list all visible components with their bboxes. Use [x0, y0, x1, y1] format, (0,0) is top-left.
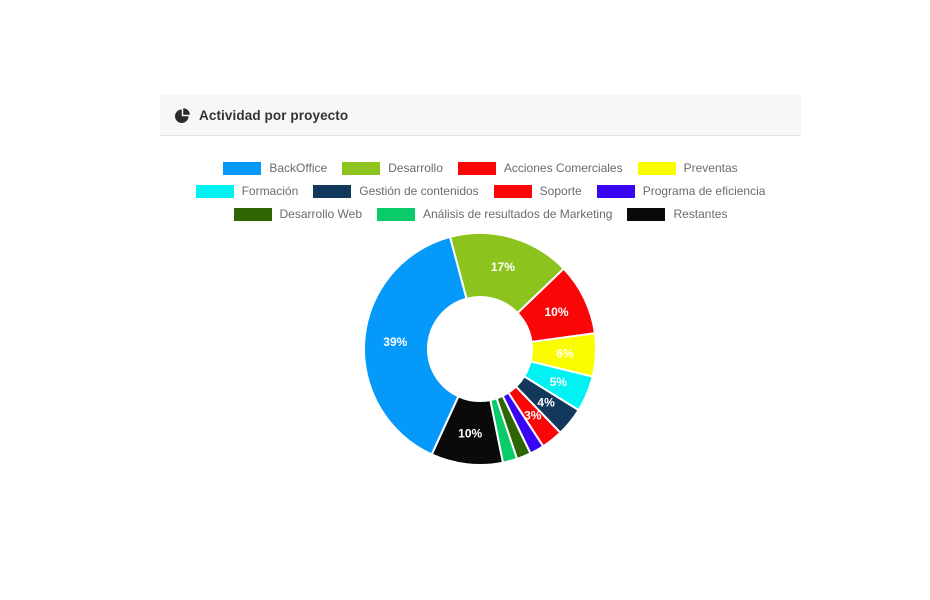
legend-swatch-gestion-de-contenidos	[313, 184, 352, 198]
legend-item-desarrollo-web[interactable]: Desarrollo Web	[233, 207, 362, 221]
slice-value-label-backoffice: 39%	[383, 335, 407, 349]
legend-item-soporte[interactable]: Soporte	[493, 184, 582, 198]
slice-value-label-acciones-comerciales: 10%	[544, 305, 568, 319]
legend-label: Desarrollo Web	[279, 207, 362, 221]
panel-title: Actividad por proyecto	[199, 107, 349, 123]
slice-value-label-gestion-de-contenidos: 4%	[537, 396, 555, 410]
slice-value-label-restantes: 10%	[458, 426, 482, 440]
legend-row: Formación Gestión de contenidos Soporte Pro…	[195, 184, 766, 198]
legend-swatch-soporte	[493, 184, 532, 198]
legend-item-acciones-comerciales[interactable]: Acciones Comerciales	[457, 161, 623, 175]
legend-label: Acciones Comerciales	[503, 161, 623, 175]
panel-header: Actividad por proyecto	[160, 95, 801, 136]
donut-chart: 17% 10% 6% 5% 4% 3% 10% 39%	[160, 232, 801, 495]
legend-item-gestion-de-contenidos[interactable]: Gestión de contenidos	[313, 184, 479, 198]
legend-item-preventas[interactable]: Preventas	[637, 161, 738, 175]
legend-swatch-acciones-comerciales	[457, 161, 496, 175]
legend-label: Soporte	[539, 184, 582, 198]
activity-by-project-panel: Actividad por proyecto BackOffice Desarro…	[160, 95, 801, 495]
legend-label: BackOffice	[269, 161, 328, 175]
legend-label: Formación	[241, 184, 299, 198]
legend-item-restantes[interactable]: Restantes	[627, 207, 727, 221]
legend-swatch-formacion	[195, 184, 234, 198]
legend-item-analisis-de-resultados-de-marketing[interactable]: Análisis de resultados de Marketing	[377, 207, 612, 221]
slice-value-label-preventas: 6%	[556, 346, 574, 360]
legend-label: Programa de eficiencia	[642, 184, 766, 198]
legend-item-programa-de-eficiencia[interactable]: Programa de eficiencia	[596, 184, 766, 198]
chart-legend: BackOffice Desarrollo Acciones Comerciales…	[160, 161, 801, 221]
legend-item-formacion[interactable]: Formación	[195, 184, 299, 198]
slice-value-label-desarrollo: 17%	[491, 260, 515, 274]
legend-label: Restantes	[673, 207, 728, 221]
legend-item-backoffice[interactable]: BackOffice	[223, 161, 327, 175]
legend-swatch-programa-de-eficiencia	[596, 184, 635, 198]
legend-label: Análisis de resultados de Marketing	[423, 207, 613, 221]
legend-row: Desarrollo Web Análisis de resultados de …	[233, 207, 727, 221]
legend-swatch-desarrollo	[342, 161, 381, 175]
slice-value-label-formacion: 5%	[550, 375, 568, 389]
legend-swatch-preventas	[637, 161, 676, 175]
legend-swatch-backoffice	[223, 161, 262, 175]
legend-label: Desarrollo	[388, 161, 443, 175]
legend-label: Gestión de contenidos	[359, 184, 479, 198]
legend-swatch-restantes	[627, 207, 666, 221]
legend-swatch-analisis-de-resultados-de-marketing	[377, 207, 415, 221]
pie-chart-icon	[175, 107, 190, 123]
donut-slice-backoffice[interactable]	[363, 235, 468, 456]
slice-value-label-soporte: 3%	[524, 409, 542, 423]
legend-row: BackOffice Desarrollo Acciones Comerciales…	[223, 161, 738, 175]
legend-item-desarrollo[interactable]: Desarrollo	[342, 161, 443, 175]
legend-swatch-desarrollo-web	[233, 207, 272, 221]
legend-label: Preventas	[683, 161, 738, 175]
